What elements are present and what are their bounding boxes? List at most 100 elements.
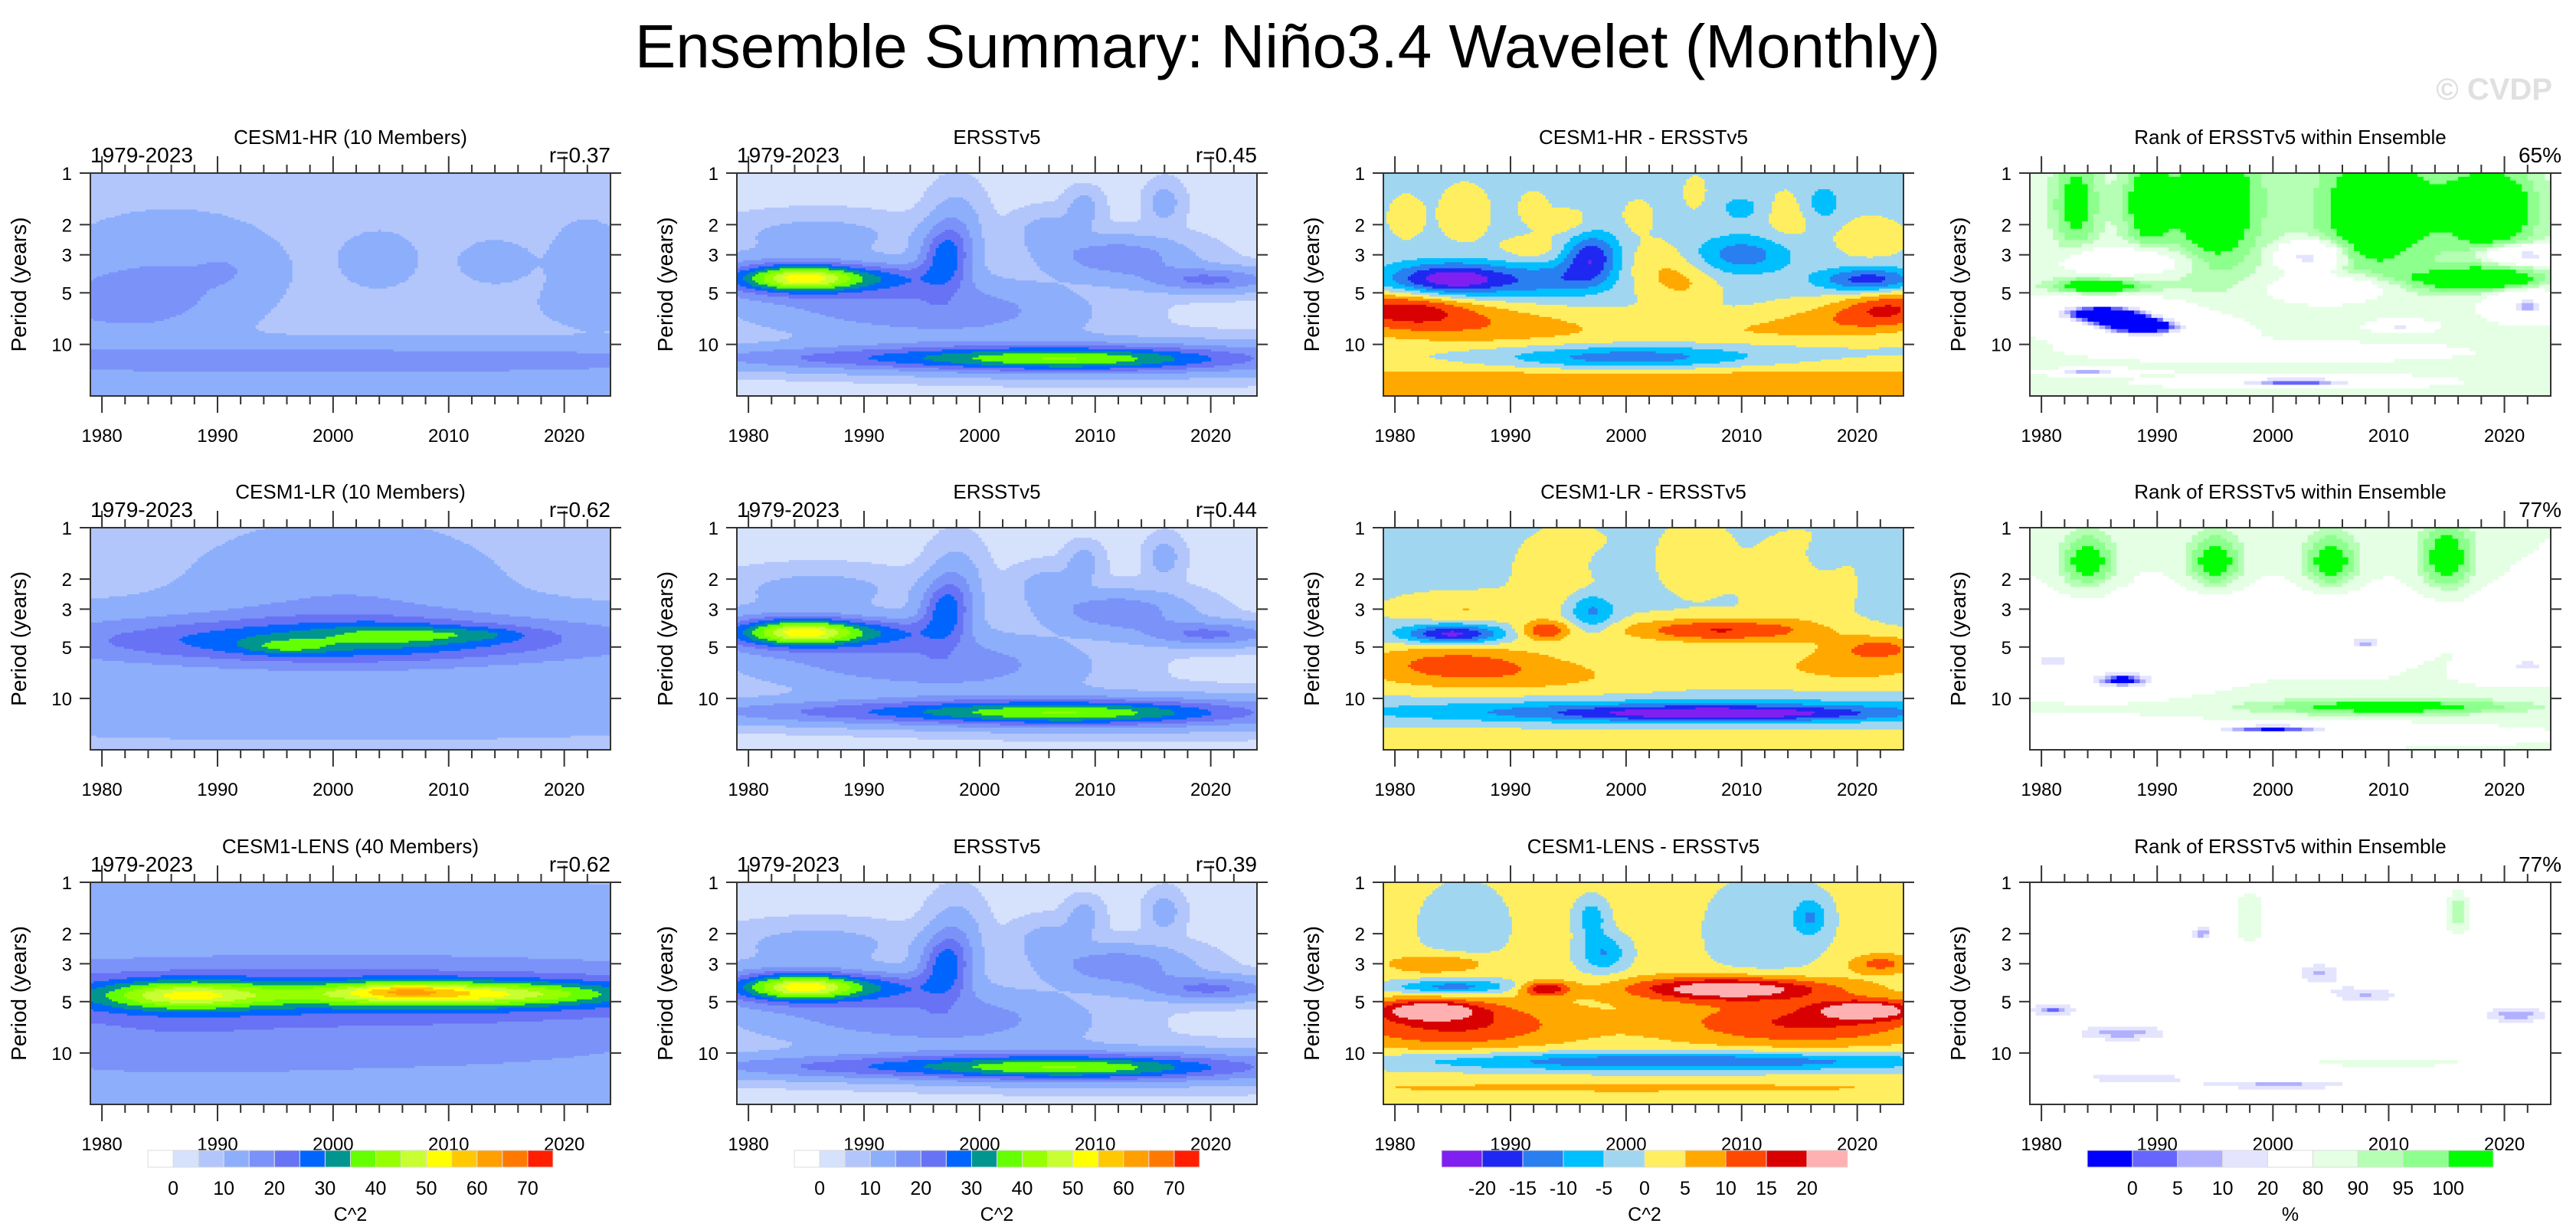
heatmap-cell — [1092, 312, 1169, 316]
heatmap-cell — [479, 550, 611, 553]
heatmap-cell — [2527, 202, 2540, 208]
heatmap-cell — [2093, 306, 2112, 312]
heatmap-cell — [880, 278, 912, 281]
heatmap-cell — [2261, 218, 2314, 222]
heatmap-cell — [935, 205, 974, 208]
heatmap-cell — [1839, 310, 1867, 314]
heatmap-cell — [1141, 544, 1160, 547]
heatmap-cell — [834, 274, 848, 277]
heatmap-cell — [460, 624, 516, 627]
heatmap-cell — [2030, 184, 2048, 188]
heatmap-cell — [543, 310, 611, 314]
heatmap-cell — [1818, 270, 1852, 273]
heatmap-cell — [1481, 282, 1513, 286]
heatmap-cell — [90, 655, 183, 658]
heatmap-cell — [846, 274, 860, 277]
heatmap-cell — [978, 178, 1151, 182]
panel-title: CESM1-HR - ERSSTv5 — [1539, 126, 1748, 149]
heatmap-cell — [920, 276, 952, 280]
heatmap-cell — [877, 231, 912, 234]
heatmap-cell — [920, 630, 952, 633]
heatmap-cell — [898, 723, 1001, 726]
heatmap-cell — [1612, 341, 1696, 344]
heatmap-cell — [2394, 358, 2551, 363]
heatmap-cell — [175, 315, 266, 318]
heatmap-cell — [1018, 207, 1068, 211]
heatmap-cell — [1766, 237, 1834, 240]
heatmap-cell — [963, 600, 974, 604]
heatmap-cell — [90, 191, 611, 195]
heatmap-cell — [1168, 544, 1187, 547]
heatmap-cell — [1876, 325, 1904, 328]
heatmap-cell — [1609, 351, 1657, 355]
heatmap-cell — [972, 256, 986, 259]
heatmap-cell — [737, 653, 750, 656]
heatmap-cell — [1413, 286, 1433, 290]
heatmap-cell — [1490, 207, 1519, 211]
heatmap-cell — [972, 606, 986, 610]
heatmap-cell — [834, 640, 860, 643]
heatmap-cell — [2128, 240, 2141, 244]
heatmap-cell — [1818, 189, 1831, 192]
heatmap-cell — [785, 685, 1092, 688]
heatmap-cell — [819, 666, 1020, 670]
heatmap-cell — [2082, 224, 2094, 230]
heatmap-cell — [1248, 639, 1258, 642]
heatmap-cell — [862, 278, 882, 281]
heatmap-cell — [1107, 707, 1160, 710]
heatmap-cell — [737, 538, 934, 541]
heatmap-cell — [1168, 570, 1187, 573]
heatmap-cell — [972, 608, 986, 611]
heatmap-cell — [2134, 247, 2169, 252]
heatmap-cell — [957, 254, 967, 257]
heatmap-cell — [90, 246, 284, 249]
heatmap-cell — [1070, 539, 1098, 543]
heatmap-cell — [1836, 195, 1904, 198]
heatmap-cell — [90, 586, 162, 589]
heatmap-cell — [463, 250, 529, 253]
heatmap-cell — [1101, 541, 1144, 545]
heatmap-cell — [917, 258, 928, 261]
heatmap-cell — [2470, 173, 2506, 178]
heatmap-cell — [963, 272, 974, 275]
heatmap-cell — [433, 529, 611, 532]
heatmap-cell — [221, 213, 611, 217]
heatmap-cell — [984, 237, 1026, 240]
heatmap-cell — [758, 282, 771, 286]
heatmap-cell — [1052, 276, 1141, 280]
heatmap-cell — [1389, 203, 1424, 206]
heatmap-cell — [1655, 548, 1809, 551]
heatmap-cell — [764, 622, 781, 626]
heatmap-cell — [1625, 221, 1654, 224]
heatmap-cell — [1383, 561, 1513, 565]
heatmap-cell — [90, 560, 198, 563]
heatmap-cell — [2186, 236, 2245, 240]
heatmap-cell — [737, 650, 741, 654]
heatmap-cell — [90, 713, 611, 716]
heatmap-cell — [402, 600, 611, 604]
heatmap-cell — [114, 215, 229, 218]
heatmap-cell — [1805, 219, 1852, 223]
heatmap-cell — [737, 622, 750, 626]
heatmap-cell — [2278, 247, 2338, 252]
heatmap-cell — [905, 636, 931, 640]
heatmap-cell — [1036, 262, 1080, 265]
heatmap-cell — [258, 604, 427, 607]
heatmap-cell — [1625, 205, 1651, 208]
heatmap-cell — [1205, 337, 1258, 340]
heatmap-cell — [2128, 332, 2164, 337]
heatmap-cell — [1622, 256, 1635, 259]
heatmap-cell — [981, 227, 1026, 231]
heatmap-cell — [1885, 278, 1904, 281]
heatmap-cell — [185, 572, 507, 575]
heatmap-cell — [737, 617, 765, 620]
heatmap-cell — [2475, 310, 2551, 315]
heatmap-cell — [1520, 545, 1605, 548]
heatmap-cell — [1104, 687, 1258, 690]
heatmap-cell — [1873, 315, 1892, 318]
heatmap-cell — [1232, 363, 1258, 366]
heatmap-cell — [1159, 608, 1196, 611]
heatmap-cell — [90, 633, 122, 636]
heatmap-cell — [2510, 266, 2534, 270]
heatmap-cell — [963, 244, 974, 247]
